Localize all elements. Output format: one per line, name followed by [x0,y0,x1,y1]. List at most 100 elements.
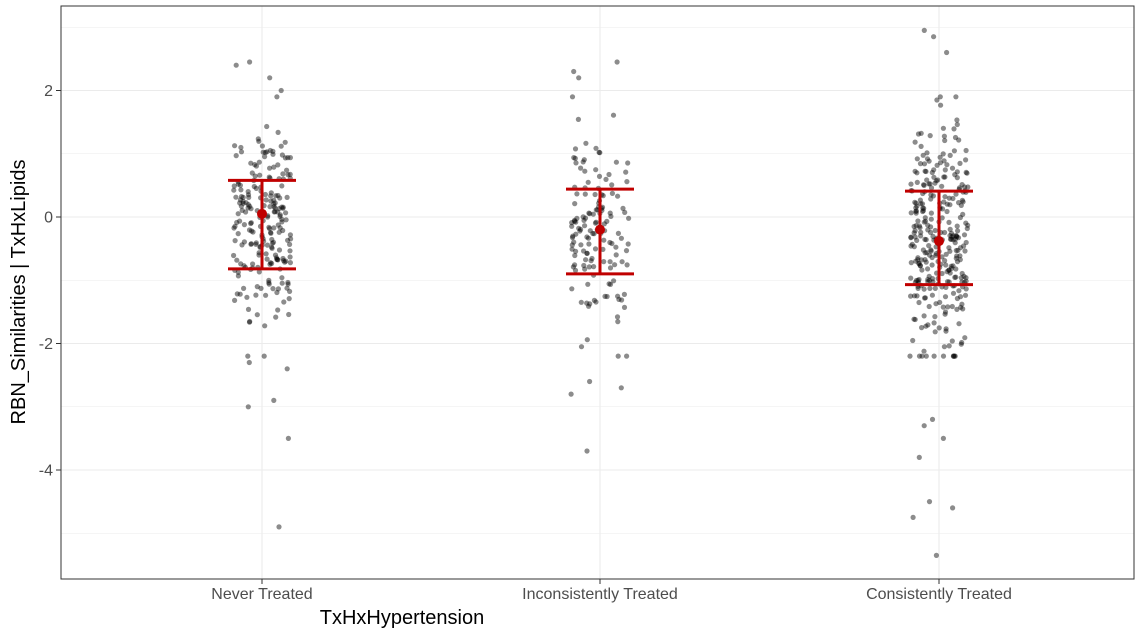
data-point [604,218,610,224]
data-point [607,265,614,271]
data-point [946,267,952,273]
data-point [268,260,274,266]
data-point [280,204,286,210]
data-point [587,211,593,217]
data-point [282,139,288,145]
data-point [922,257,928,263]
data-point [913,210,919,216]
data-point [253,241,259,247]
data-point [282,259,288,265]
data-point [961,232,968,238]
data-point [946,343,952,349]
data-point [273,255,280,261]
data-point [928,192,934,198]
data-point [273,314,279,320]
data-point [249,170,255,176]
data-point [908,234,914,240]
data-point [253,240,259,246]
data-point [908,260,914,266]
data-point [238,194,245,200]
data-point [256,159,262,165]
data-point [932,329,938,335]
data-point [581,262,587,269]
data-point [240,200,246,206]
data-point [922,218,929,224]
data-point [572,146,579,152]
data-point [922,168,928,174]
data-point [613,159,620,165]
data-point [957,245,964,251]
data-point [959,182,965,188]
data-point [916,353,923,359]
data-point [586,264,592,270]
data-point [942,309,949,315]
data-point [243,209,249,215]
data-point [235,269,241,275]
data-point [247,318,253,325]
data-point [587,228,593,234]
data-point [954,259,961,265]
data-point [243,200,249,206]
data-point [942,194,948,200]
data-point [241,222,247,228]
data-point [277,195,283,201]
data-point [261,353,267,359]
data-point [947,226,953,232]
summary-error-bars [228,178,973,287]
data-point [929,292,936,298]
data-point [941,133,948,139]
data-point [232,297,238,303]
data-point [958,341,964,347]
data-point [600,193,606,199]
data-point [963,157,969,163]
data-point [920,205,926,211]
data-point [956,137,962,143]
data-point [275,222,281,228]
data-point [941,174,947,180]
data-point [601,237,607,243]
data-point [248,220,254,227]
data-point [946,245,952,251]
data-point [263,251,269,257]
data-point [937,160,944,166]
data-point [248,241,254,247]
data-point [285,172,291,178]
data-point [268,190,274,196]
data-point [284,285,290,291]
data-point [262,154,268,160]
data-point [929,416,936,422]
data-point [286,296,292,302]
panel-border [60,5,1135,580]
data-point [280,227,286,234]
data-point [240,194,246,200]
data-point [285,155,291,161]
data-point [616,296,622,302]
data-point [940,304,946,310]
data-point [284,366,290,372]
data-point [947,202,953,208]
data-point [928,210,935,216]
data-point [953,255,959,261]
data-point [917,197,924,203]
data-point [580,214,586,220]
data-point [931,34,937,40]
data-point [943,262,949,268]
data-point [248,160,254,166]
data-point [234,291,240,297]
data-point [581,248,587,254]
data-point [572,155,578,161]
data-point [930,193,937,199]
data-point [238,144,244,151]
data-point [912,199,918,205]
data-point [937,299,943,305]
data-point [949,338,955,344]
data-point [279,280,285,286]
data-point [592,220,599,226]
data-point [957,253,963,259]
data-point [572,262,578,268]
data-point [268,229,274,236]
data-point [607,210,613,216]
data-point [958,275,964,281]
data-point [583,140,589,146]
data-point [574,191,580,197]
